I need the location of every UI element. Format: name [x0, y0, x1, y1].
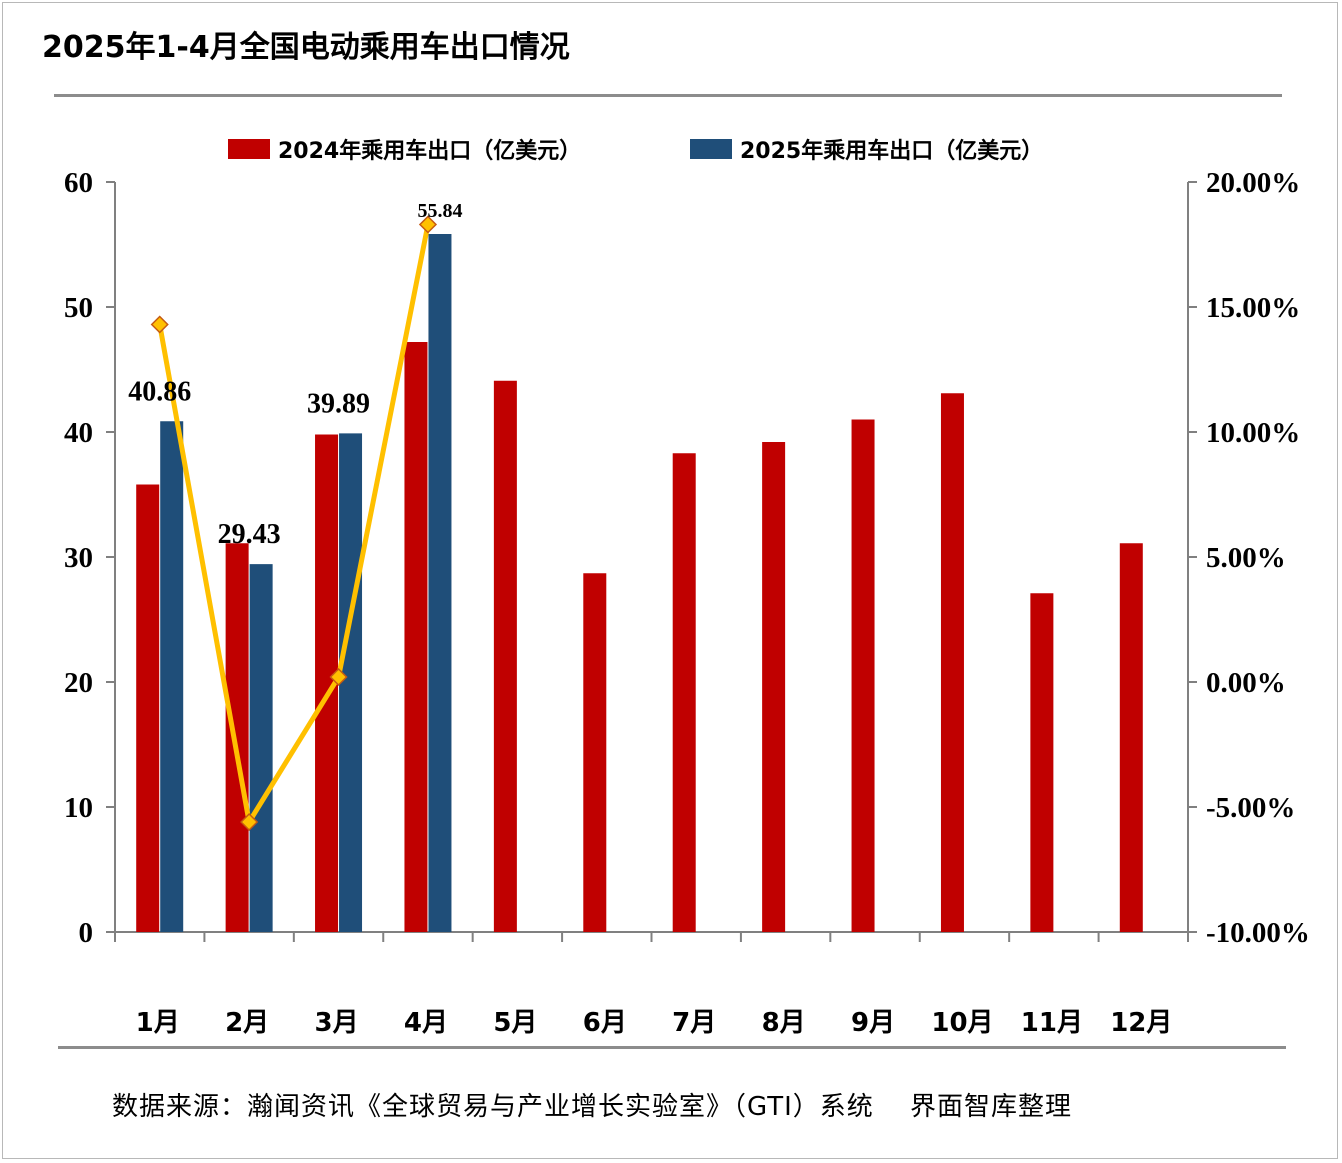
left-tick-label: 40 — [64, 417, 93, 449]
left-tick-label: 60 — [64, 167, 93, 199]
bar-2024 — [940, 393, 964, 932]
x-tick-label: 7月 — [672, 1008, 716, 1038]
bar-2024 — [1030, 593, 1054, 932]
x-tick-label: 12月 — [1110, 1008, 1172, 1038]
left-tick-label: 30 — [64, 542, 93, 574]
chart-title: 2025年1-4月全国电动乘用车出口情况 — [42, 30, 570, 65]
right-tick-label: 0.00% — [1206, 667, 1286, 699]
growth-line-marker — [329, 667, 348, 687]
bar-2024 — [583, 573, 607, 932]
legend-label-2024: 2024年乘用车出口（亿美元） — [278, 138, 581, 164]
left-tick-label: 10 — [64, 792, 93, 824]
right-tick-label: -5.00% — [1206, 792, 1295, 824]
x-tick-label: 11月 — [1021, 1008, 1083, 1038]
source-note: 数据来源：瀚闻资讯《全球贸易与产业增长实验室》（GTI）系统 界面智库整理 — [112, 1092, 1073, 1122]
bar-2025 — [160, 421, 184, 932]
right-tick-label: 10.00% — [1206, 417, 1300, 449]
x-tick-label: 5月 — [493, 1008, 537, 1038]
chart-growth-line — [150, 215, 438, 832]
growth-line-path — [157, 224, 431, 825]
legend-swatch-2024 — [228, 139, 270, 159]
bar-2024 — [493, 380, 517, 932]
x-tick-label: 6月 — [583, 1008, 627, 1038]
bar-2024 — [851, 419, 875, 932]
data-label-2025: 29.43 — [218, 519, 281, 550]
data-label-2025: 40.86 — [128, 376, 191, 407]
x-tick-label: 9月 — [851, 1008, 895, 1038]
bar-2024 — [1119, 543, 1143, 932]
left-tick-label: 20 — [64, 667, 93, 699]
chart-bars — [136, 234, 1143, 932]
data-label-2025: 39.89 — [307, 388, 370, 419]
chart-legend: 2024年乘用车出口（亿美元） 2025年乘用车出口（亿美元） — [228, 138, 1043, 164]
bar-2024 — [404, 342, 428, 932]
legend-swatch-2025 — [690, 139, 732, 159]
right-tick-label: 5.00% — [1206, 542, 1286, 574]
right-tick-label: -10.00% — [1206, 917, 1310, 949]
x-tick-label: 1月 — [136, 1008, 180, 1038]
bar-2025 — [249, 564, 273, 932]
x-tick-label: 10月 — [931, 1008, 993, 1038]
right-tick-label: 15.00% — [1206, 292, 1300, 324]
chart-data-labels: 40.86 29.43 39.89 55.84 — [128, 200, 462, 550]
bar-2024 — [762, 442, 786, 932]
bar-2024 — [672, 453, 696, 932]
bar-2024 — [225, 543, 249, 932]
bar-2025 — [428, 234, 452, 932]
x-tick-label: 2月 — [225, 1008, 269, 1038]
growth-line-marker — [150, 315, 169, 334]
top-divider — [54, 94, 1282, 97]
data-label-2025: 55.84 — [417, 200, 462, 222]
chart-axes: 0 10 20 30 40 50 60 -10.00% -5.00% 0.00% 5.00% 10.0… — [64, 167, 1310, 1038]
bar-2024 — [315, 434, 339, 932]
x-tick-label: 8月 — [762, 1008, 806, 1038]
bottom-divider — [58, 1046, 1286, 1049]
bar-2024 — [136, 484, 160, 932]
bar-2025 — [339, 433, 363, 932]
x-tick-label: 4月 — [404, 1008, 448, 1038]
left-tick-label: 50 — [64, 292, 93, 324]
right-tick-label: 20.00% — [1206, 167, 1300, 199]
legend-label-2025: 2025年乘用车出口（亿美元） — [740, 138, 1043, 164]
left-tick-label: 0 — [79, 917, 94, 949]
x-tick-label: 3月 — [314, 1008, 358, 1038]
growth-line-marker — [418, 215, 438, 234]
growth-line-marker — [240, 812, 259, 832]
